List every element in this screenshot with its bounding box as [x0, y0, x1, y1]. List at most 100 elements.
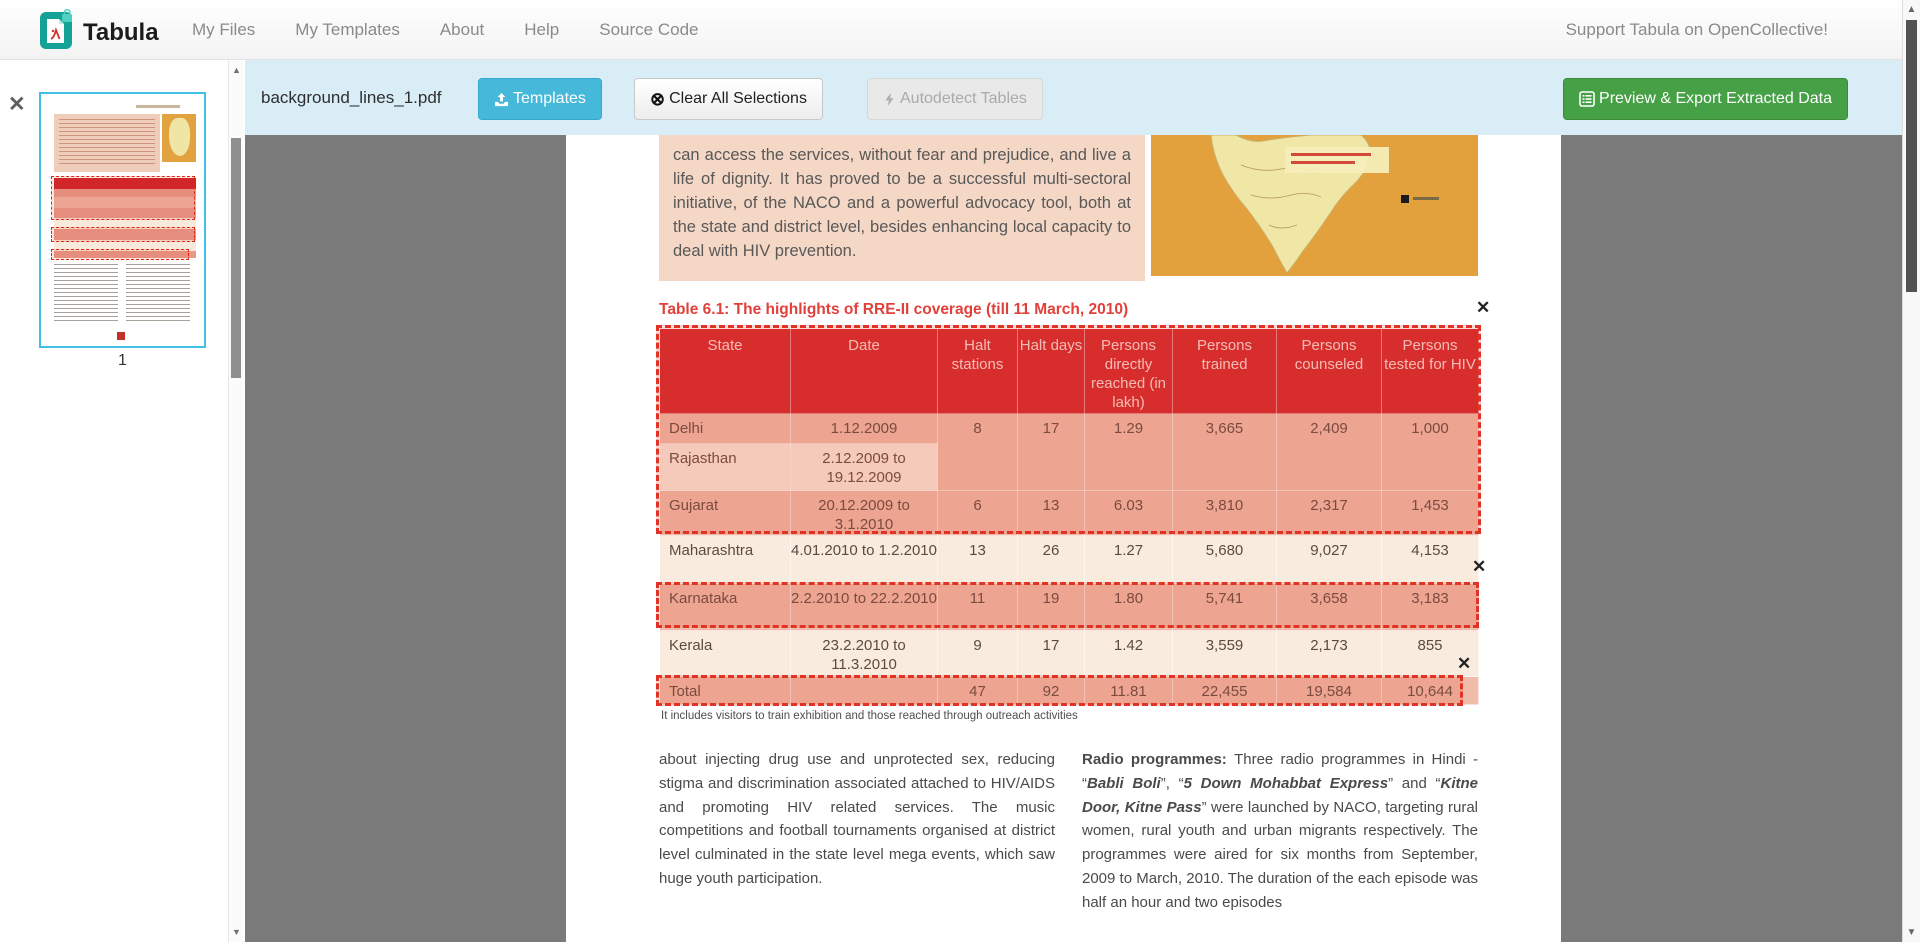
selection-2-close-icon[interactable]: ✕ — [1472, 557, 1487, 576]
text-segment: 5 Down Mohabbat Express — [1183, 774, 1389, 792]
table-cell: 855 — [1381, 630, 1479, 677]
sidebar-scroll-down-icon[interactable]: ▼ — [232, 927, 241, 937]
table-cell: 19,584 — [1276, 676, 1382, 705]
table-cell: 47 — [937, 676, 1018, 705]
sidebar-scroll-up-icon[interactable]: ▲ — [232, 65, 241, 75]
india-map-image — [1151, 135, 1478, 276]
templates-icon — [494, 92, 509, 107]
clear-all-selections-button[interactable]: ⊗ Clear All Selections — [634, 78, 823, 120]
thumb-table-row — [54, 240, 196, 251]
table-cell: 3,183 — [1381, 583, 1479, 631]
table-cell: 1.27 — [1084, 535, 1173, 584]
window-scrollbar[interactable]: ▲ ▼ — [1902, 0, 1920, 942]
table-cell: 1.29 — [1084, 413, 1173, 491]
selection-3-close-icon[interactable]: ✕ — [1457, 654, 1472, 673]
table-cell: 1,000 — [1381, 413, 1479, 491]
page-thumbnail[interactable] — [39, 92, 206, 348]
text-segment: ” were launched by NACO, targeting rural… — [1082, 798, 1478, 911]
table-cell: 1,453 — [1381, 490, 1479, 536]
nav-about[interactable]: About — [439, 20, 485, 39]
thumb-paragraph-block — [54, 114, 160, 172]
table-cell: 22,455 — [1172, 676, 1277, 705]
thumbnail-close-icon[interactable]: ✕ — [8, 93, 26, 116]
table-cell: 2,317 — [1276, 490, 1382, 536]
table-cell: 3,810 — [1172, 490, 1277, 536]
autodetect-tables-button: Autodetect Tables — [867, 78, 1043, 120]
scroll-up-icon[interactable]: ▲ — [1906, 4, 1917, 15]
table-footnote: It includes visitors to train exhibition… — [661, 710, 1078, 722]
sidebar-scrollbar-thumb[interactable] — [231, 138, 241, 378]
table-cell: 3,658 — [1276, 583, 1382, 631]
table-cell: 6.03 — [1084, 490, 1173, 536]
table-cell: 5,741 — [1172, 583, 1277, 631]
templates-button[interactable]: Templates — [478, 78, 602, 120]
table-cell: 26 — [1017, 535, 1085, 584]
selection-box-3[interactable] — [656, 675, 1463, 706]
table-cell: 13 — [937, 535, 1018, 584]
thumbnail-page-number: 1 — [118, 352, 127, 369]
table-cell: 19 — [1017, 583, 1085, 631]
nav-my-templates[interactable]: My Templates — [295, 20, 400, 39]
thumb-table-row — [54, 197, 196, 208]
thumb-selection-2 — [51, 227, 195, 242]
pdf-page[interactable]: can access the services, without fear an… — [566, 135, 1561, 942]
table-cell — [790, 676, 938, 705]
thumb-table-row — [54, 218, 196, 229]
nav-help[interactable]: Help — [524, 20, 560, 39]
body-text-left-column: about injecting drug use and unprotected… — [659, 751, 1055, 887]
text-segment: ”, “ — [1160, 774, 1184, 792]
table-cell: 2.12.2009 to 19.12.2009 — [790, 443, 938, 491]
thumb-map-block — [162, 114, 196, 162]
table-cell: Delhi — [659, 413, 791, 444]
thumb-table-header — [54, 178, 196, 189]
table-row: Maharashtra 4.01.2010 to 1.2.2010 13 26 1.27… — [659, 535, 1479, 584]
thumb-selection-3 — [51, 249, 189, 260]
nav-source-code[interactable]: Source Code — [599, 20, 699, 39]
selection-box-1[interactable] — [656, 325, 1481, 534]
table-cell: 11 — [937, 583, 1018, 631]
table-cell: 8 — [937, 413, 1018, 491]
document-filename: background_lines_1.pdf — [261, 87, 442, 107]
thumb-table-block — [54, 178, 196, 258]
text-segment: Babli Boli — [1087, 774, 1161, 792]
table-cell: 9 — [937, 630, 1018, 677]
table-row: Gujarat 20.12.2009 to 3.1.2010 6 13 6.03 3,81… — [659, 490, 1479, 536]
lightning-icon — [883, 92, 896, 107]
thumb-table-row — [54, 189, 196, 197]
thumb-text-column-left — [54, 264, 118, 324]
selection-1-close-icon[interactable]: ✕ — [1476, 298, 1491, 317]
table-cell: 3,559 — [1172, 630, 1277, 677]
table-cell: Rajasthan — [659, 443, 791, 491]
table-cell: Kerala — [659, 630, 791, 677]
sidebar-scrollbar[interactable]: ▲ ▼ — [228, 60, 243, 942]
window-scrollbar-thumb[interactable] — [1906, 20, 1917, 292]
table-cell: 2,173 — [1276, 630, 1382, 677]
thumb-table-row — [54, 208, 196, 218]
intro-paragraph: can access the services, without fear an… — [659, 135, 1145, 281]
scroll-down-icon[interactable]: ▼ — [1906, 927, 1917, 938]
brand[interactable]: Tabula — [40, 8, 159, 56]
table-cell: 20.12.2009 to 3.1.2010 — [790, 490, 938, 536]
table-cell: 3,665 — [1172, 413, 1277, 491]
column-header: Persons trained — [1172, 328, 1277, 414]
thumb-text-column-right — [126, 264, 190, 324]
table-cell: 17 — [1017, 630, 1085, 677]
table-cell: 4,153 — [1381, 535, 1479, 584]
tabula-logo-icon — [40, 8, 74, 56]
table-title: Table 6.1: The highlights of RRE-II cove… — [659, 301, 1129, 318]
text-segment: Radio programmes: — [1082, 751, 1235, 768]
table-cell: 9,027 — [1276, 535, 1382, 584]
extracted-table: State Date Halt stations Halt days Persons d… — [659, 328, 1479, 705]
clear-selections-icon: ⊗ — [650, 88, 666, 109]
nav-my-files[interactable]: My Files — [192, 20, 256, 39]
page-thumbnail-sidebar: ✕ 1 ▲ ▼ — [0, 60, 245, 942]
thumb-selection-1 — [51, 176, 195, 220]
support-link[interactable]: Support Tabula on OpenCollective! — [1565, 20, 1828, 39]
preview-export-button[interactable]: Preview & Export Extracted Data — [1563, 78, 1848, 120]
selection-box-2[interactable] — [656, 582, 1479, 628]
thumb-table-row — [54, 229, 196, 240]
table-row: Rajasthan 2.12.2009 to 19.12.2009 — [659, 443, 1479, 491]
column-header: Persons tested for HIV — [1381, 328, 1479, 414]
table-cell: 11.81 — [1084, 676, 1173, 705]
table-row: Kerala 23.2.2010 to 11.3.2010 9 17 1.42 3,559… — [659, 630, 1479, 677]
